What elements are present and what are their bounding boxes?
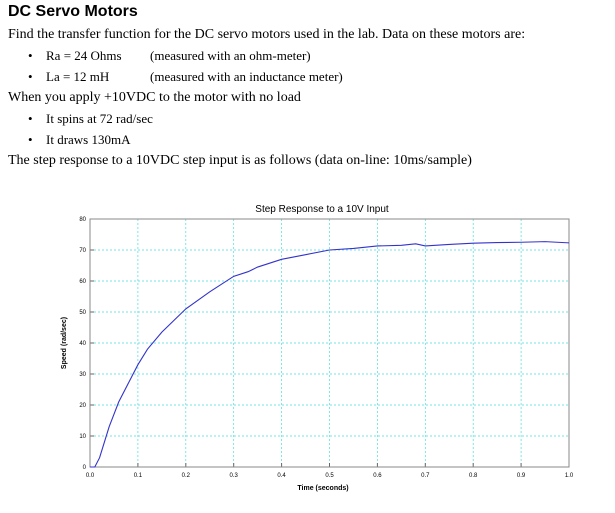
bullet-icon: • xyxy=(28,111,33,126)
noload-current: It draws 130mA xyxy=(46,132,131,147)
x-tick-label: 0.3 xyxy=(230,473,239,479)
x-axis-label: Time (seconds) xyxy=(297,485,348,492)
y-tick-label: 0 xyxy=(83,465,87,471)
bullet-icon: • xyxy=(28,48,33,63)
y-tick-label: 40 xyxy=(79,341,86,347)
chart-title: Step Response to a 10V Input xyxy=(255,204,389,215)
page-title: DC Servo Motors xyxy=(8,3,138,20)
step-intro: The step response to a 10VDC step input … xyxy=(8,153,472,168)
speed-series-line xyxy=(90,241,570,468)
x-tick-label: 0.8 xyxy=(469,473,478,479)
x-tick-label: 0.2 xyxy=(182,473,191,479)
y-axis-label: Speed (rad/sec) xyxy=(61,317,68,369)
param-la: La = 12 mH xyxy=(46,69,110,84)
param-ra: Ra = 24 Ohms xyxy=(46,48,122,63)
intro-text: Find the transfer function for the DC se… xyxy=(8,27,526,42)
y-tick-label: 70 xyxy=(79,248,86,254)
x-tick-label: 0.0 xyxy=(86,473,95,479)
x-tick-label: 0.5 xyxy=(325,473,334,479)
x-tick-label: 0.7 xyxy=(421,473,430,479)
x-tick-label: 0.1 xyxy=(134,473,143,479)
y-tick-label: 50 xyxy=(79,310,86,316)
x-tick-label: 0.4 xyxy=(277,473,286,479)
noload-intro: When you apply +10VDC to the motor with … xyxy=(8,90,301,105)
plot-frame xyxy=(89,218,570,468)
x-tick-label: 0.9 xyxy=(517,473,526,479)
x-tick-label: 0.6 xyxy=(373,473,382,479)
noload-speed: It spins at 72 rad/sec xyxy=(46,111,153,126)
x-tick-label: 1.0 xyxy=(565,473,574,479)
param-ra-note: (measured with an ohm-meter) xyxy=(150,48,311,63)
bullet-icon: • xyxy=(28,132,33,147)
bullet-icon: • xyxy=(28,69,33,84)
y-tick-label: 20 xyxy=(79,403,86,409)
y-tick-label: 80 xyxy=(79,217,86,223)
param-la-note: (measured with an inductance meter) xyxy=(150,69,343,84)
y-tick-label: 60 xyxy=(79,279,86,285)
y-tick-label: 30 xyxy=(79,372,86,378)
y-tick-label: 10 xyxy=(79,434,86,440)
